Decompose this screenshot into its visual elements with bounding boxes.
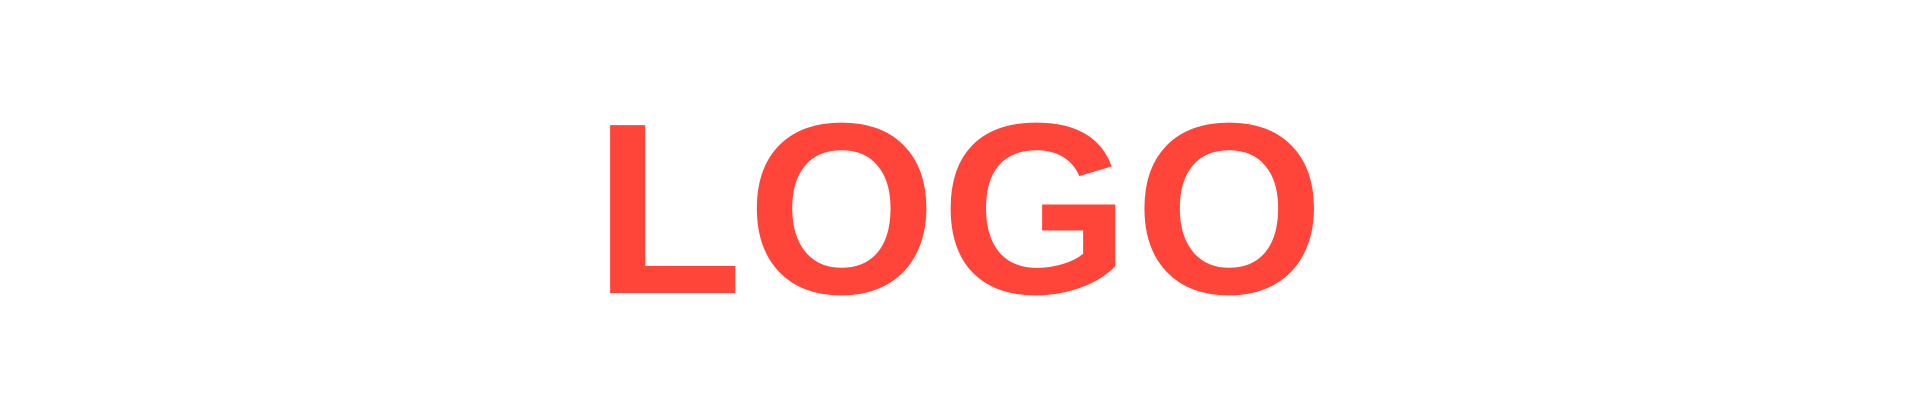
logo-wordmark: LOGO	[593, 72, 1329, 345]
